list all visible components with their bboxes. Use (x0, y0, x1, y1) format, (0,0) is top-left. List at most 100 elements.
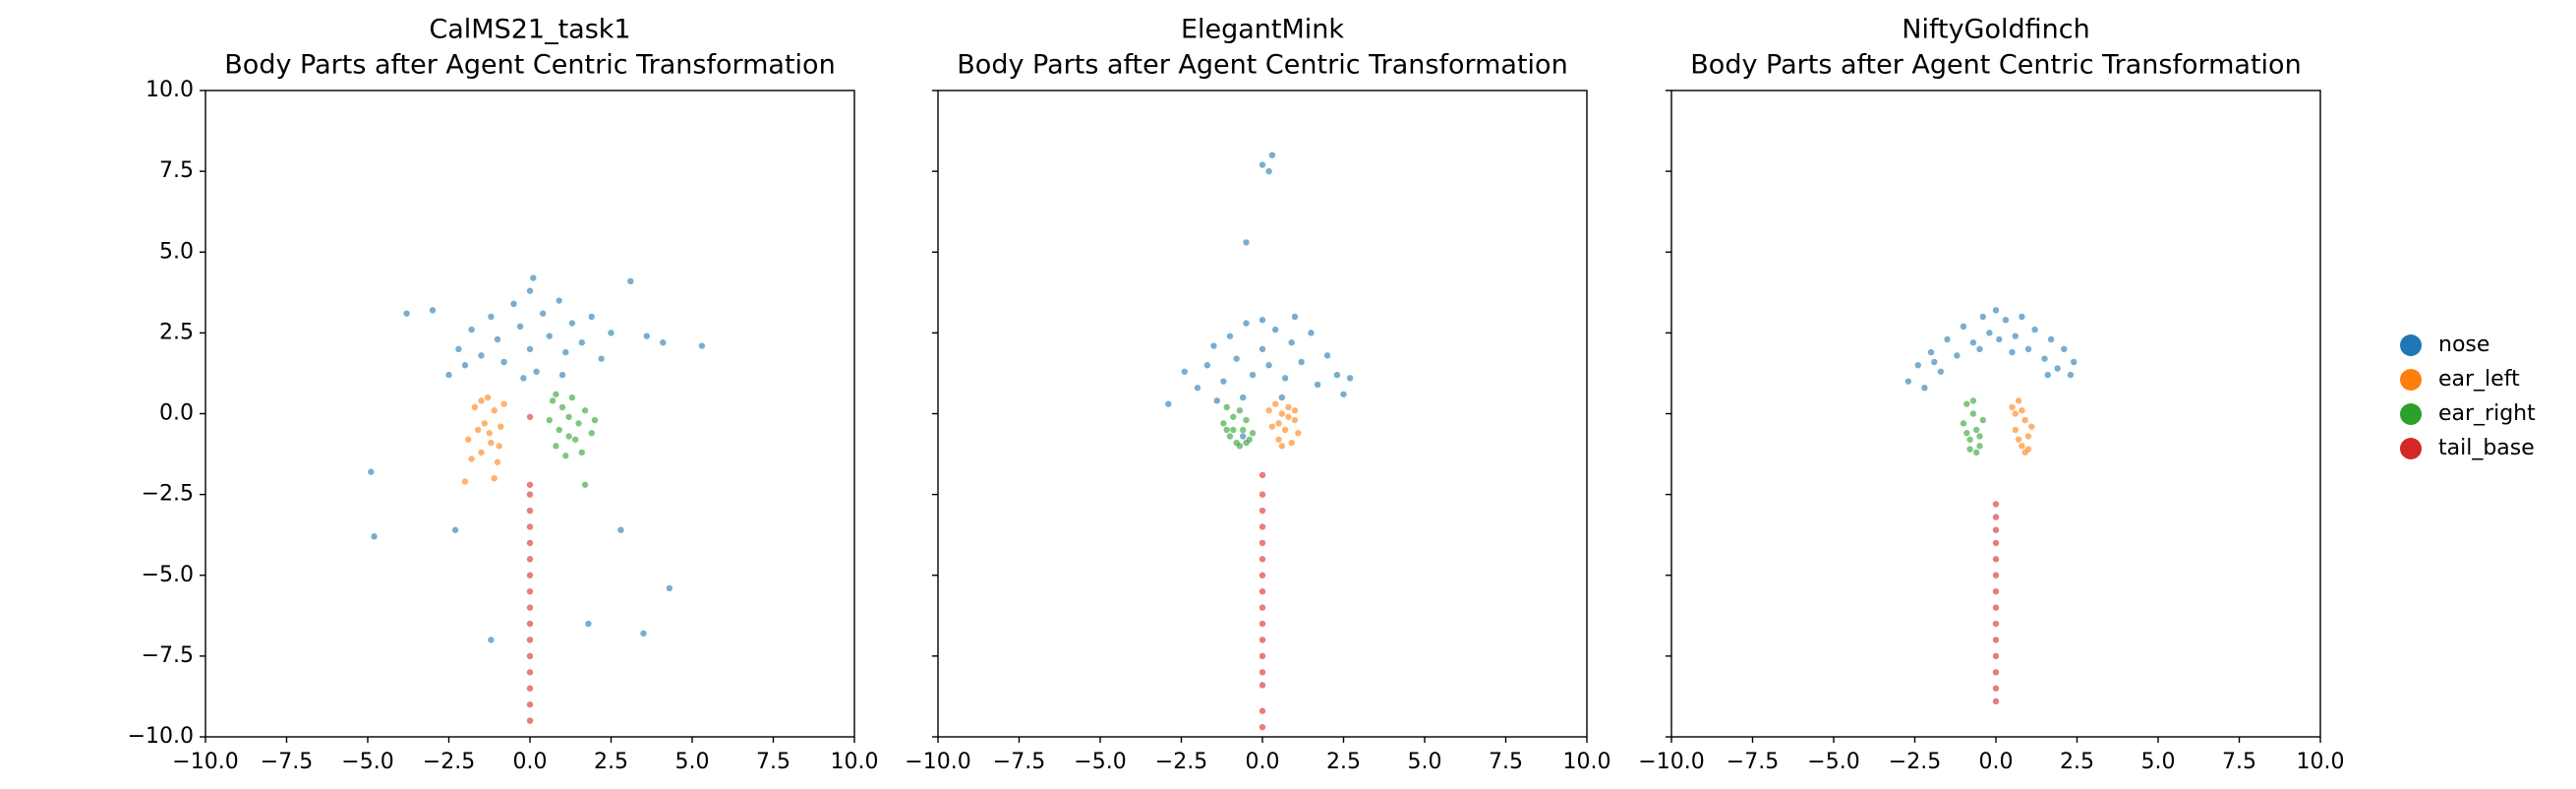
x-tick-label: −5.0 (341, 750, 393, 774)
point (1973, 426, 1980, 434)
point (1295, 430, 1302, 437)
point (526, 587, 534, 595)
point (1236, 443, 1244, 450)
point (1992, 604, 2000, 611)
point (526, 572, 534, 578)
point (1314, 381, 1321, 389)
point (1265, 407, 1272, 414)
x-tick-label: 2.5 (594, 750, 628, 774)
point (1960, 420, 1967, 427)
point (1288, 339, 1295, 346)
point (1249, 371, 1257, 379)
x-tick-label: 0.0 (1246, 750, 1280, 774)
point (1291, 407, 1299, 414)
point (1181, 368, 1189, 375)
point (1285, 403, 1292, 411)
point (1210, 342, 1217, 349)
point (1220, 378, 1227, 385)
point (1243, 320, 1250, 327)
point (562, 453, 569, 459)
point (1226, 333, 1234, 339)
point (468, 455, 475, 462)
point (1259, 637, 1266, 643)
point (1281, 426, 1289, 434)
point (403, 310, 410, 317)
point (1259, 620, 1266, 628)
point (627, 277, 634, 285)
point (588, 313, 595, 321)
point (1979, 313, 1987, 321)
point (2054, 365, 2061, 372)
y-tick-label: 2.5 (159, 320, 194, 344)
point (585, 620, 592, 628)
point (445, 371, 452, 379)
point (1969, 397, 1977, 404)
point (1259, 682, 1266, 689)
x-tick-label: −2.5 (1889, 750, 1941, 774)
x-tick-label: 10.0 (1563, 750, 1611, 774)
point (617, 526, 624, 533)
point (1904, 378, 1912, 385)
point (1265, 362, 1272, 369)
point (2012, 426, 2019, 434)
point (455, 345, 462, 352)
point (1979, 416, 1987, 424)
x-tick-label: −7.5 (1727, 750, 1779, 774)
point (2024, 433, 2032, 440)
point (526, 556, 534, 563)
point (1927, 348, 1935, 356)
point (1259, 345, 1266, 352)
point (533, 368, 540, 375)
point (1937, 368, 1945, 375)
point (2019, 407, 2025, 414)
point (510, 300, 517, 308)
point (2044, 371, 2051, 379)
y-tick-label: −5.0 (142, 563, 194, 587)
point (2024, 345, 2032, 352)
point (429, 307, 437, 314)
point (368, 468, 375, 475)
point (1213, 397, 1221, 404)
point (1240, 426, 1247, 434)
point (526, 620, 534, 628)
point (1259, 317, 1266, 324)
y-tick-label: 7.5 (159, 158, 194, 183)
x-tick-label: 7.5 (756, 750, 790, 774)
point (553, 443, 559, 450)
point (640, 630, 647, 637)
point (1992, 685, 2000, 692)
legend-marker (2400, 438, 2422, 459)
point (1259, 556, 1266, 563)
legend-label: ear_right (2438, 401, 2536, 426)
point (1963, 400, 1970, 407)
point (1194, 385, 1201, 392)
point (1308, 330, 1315, 336)
legend-marker (2400, 334, 2422, 356)
point (1223, 426, 1230, 434)
point (1992, 587, 2000, 595)
point (1278, 394, 1286, 401)
point (526, 604, 534, 611)
point (578, 449, 585, 456)
point (1963, 430, 1970, 437)
point (565, 433, 572, 440)
point (1259, 707, 1266, 714)
legend-marker (2400, 369, 2422, 391)
point (1969, 410, 1977, 417)
point (1230, 426, 1237, 434)
point (1976, 433, 1983, 440)
y-tick-label: −2.5 (142, 482, 194, 507)
point (526, 652, 534, 660)
x-tick-label: 10.0 (831, 750, 879, 774)
point (1340, 391, 1347, 397)
point (1259, 523, 1266, 530)
point (1992, 539, 2000, 547)
point (2028, 423, 2035, 430)
point (526, 413, 534, 420)
point (1944, 335, 1951, 343)
point (478, 352, 485, 359)
point (1268, 423, 1276, 430)
point (1976, 345, 1983, 352)
x-tick-label: −5.0 (1074, 750, 1126, 774)
point (1969, 339, 1977, 346)
